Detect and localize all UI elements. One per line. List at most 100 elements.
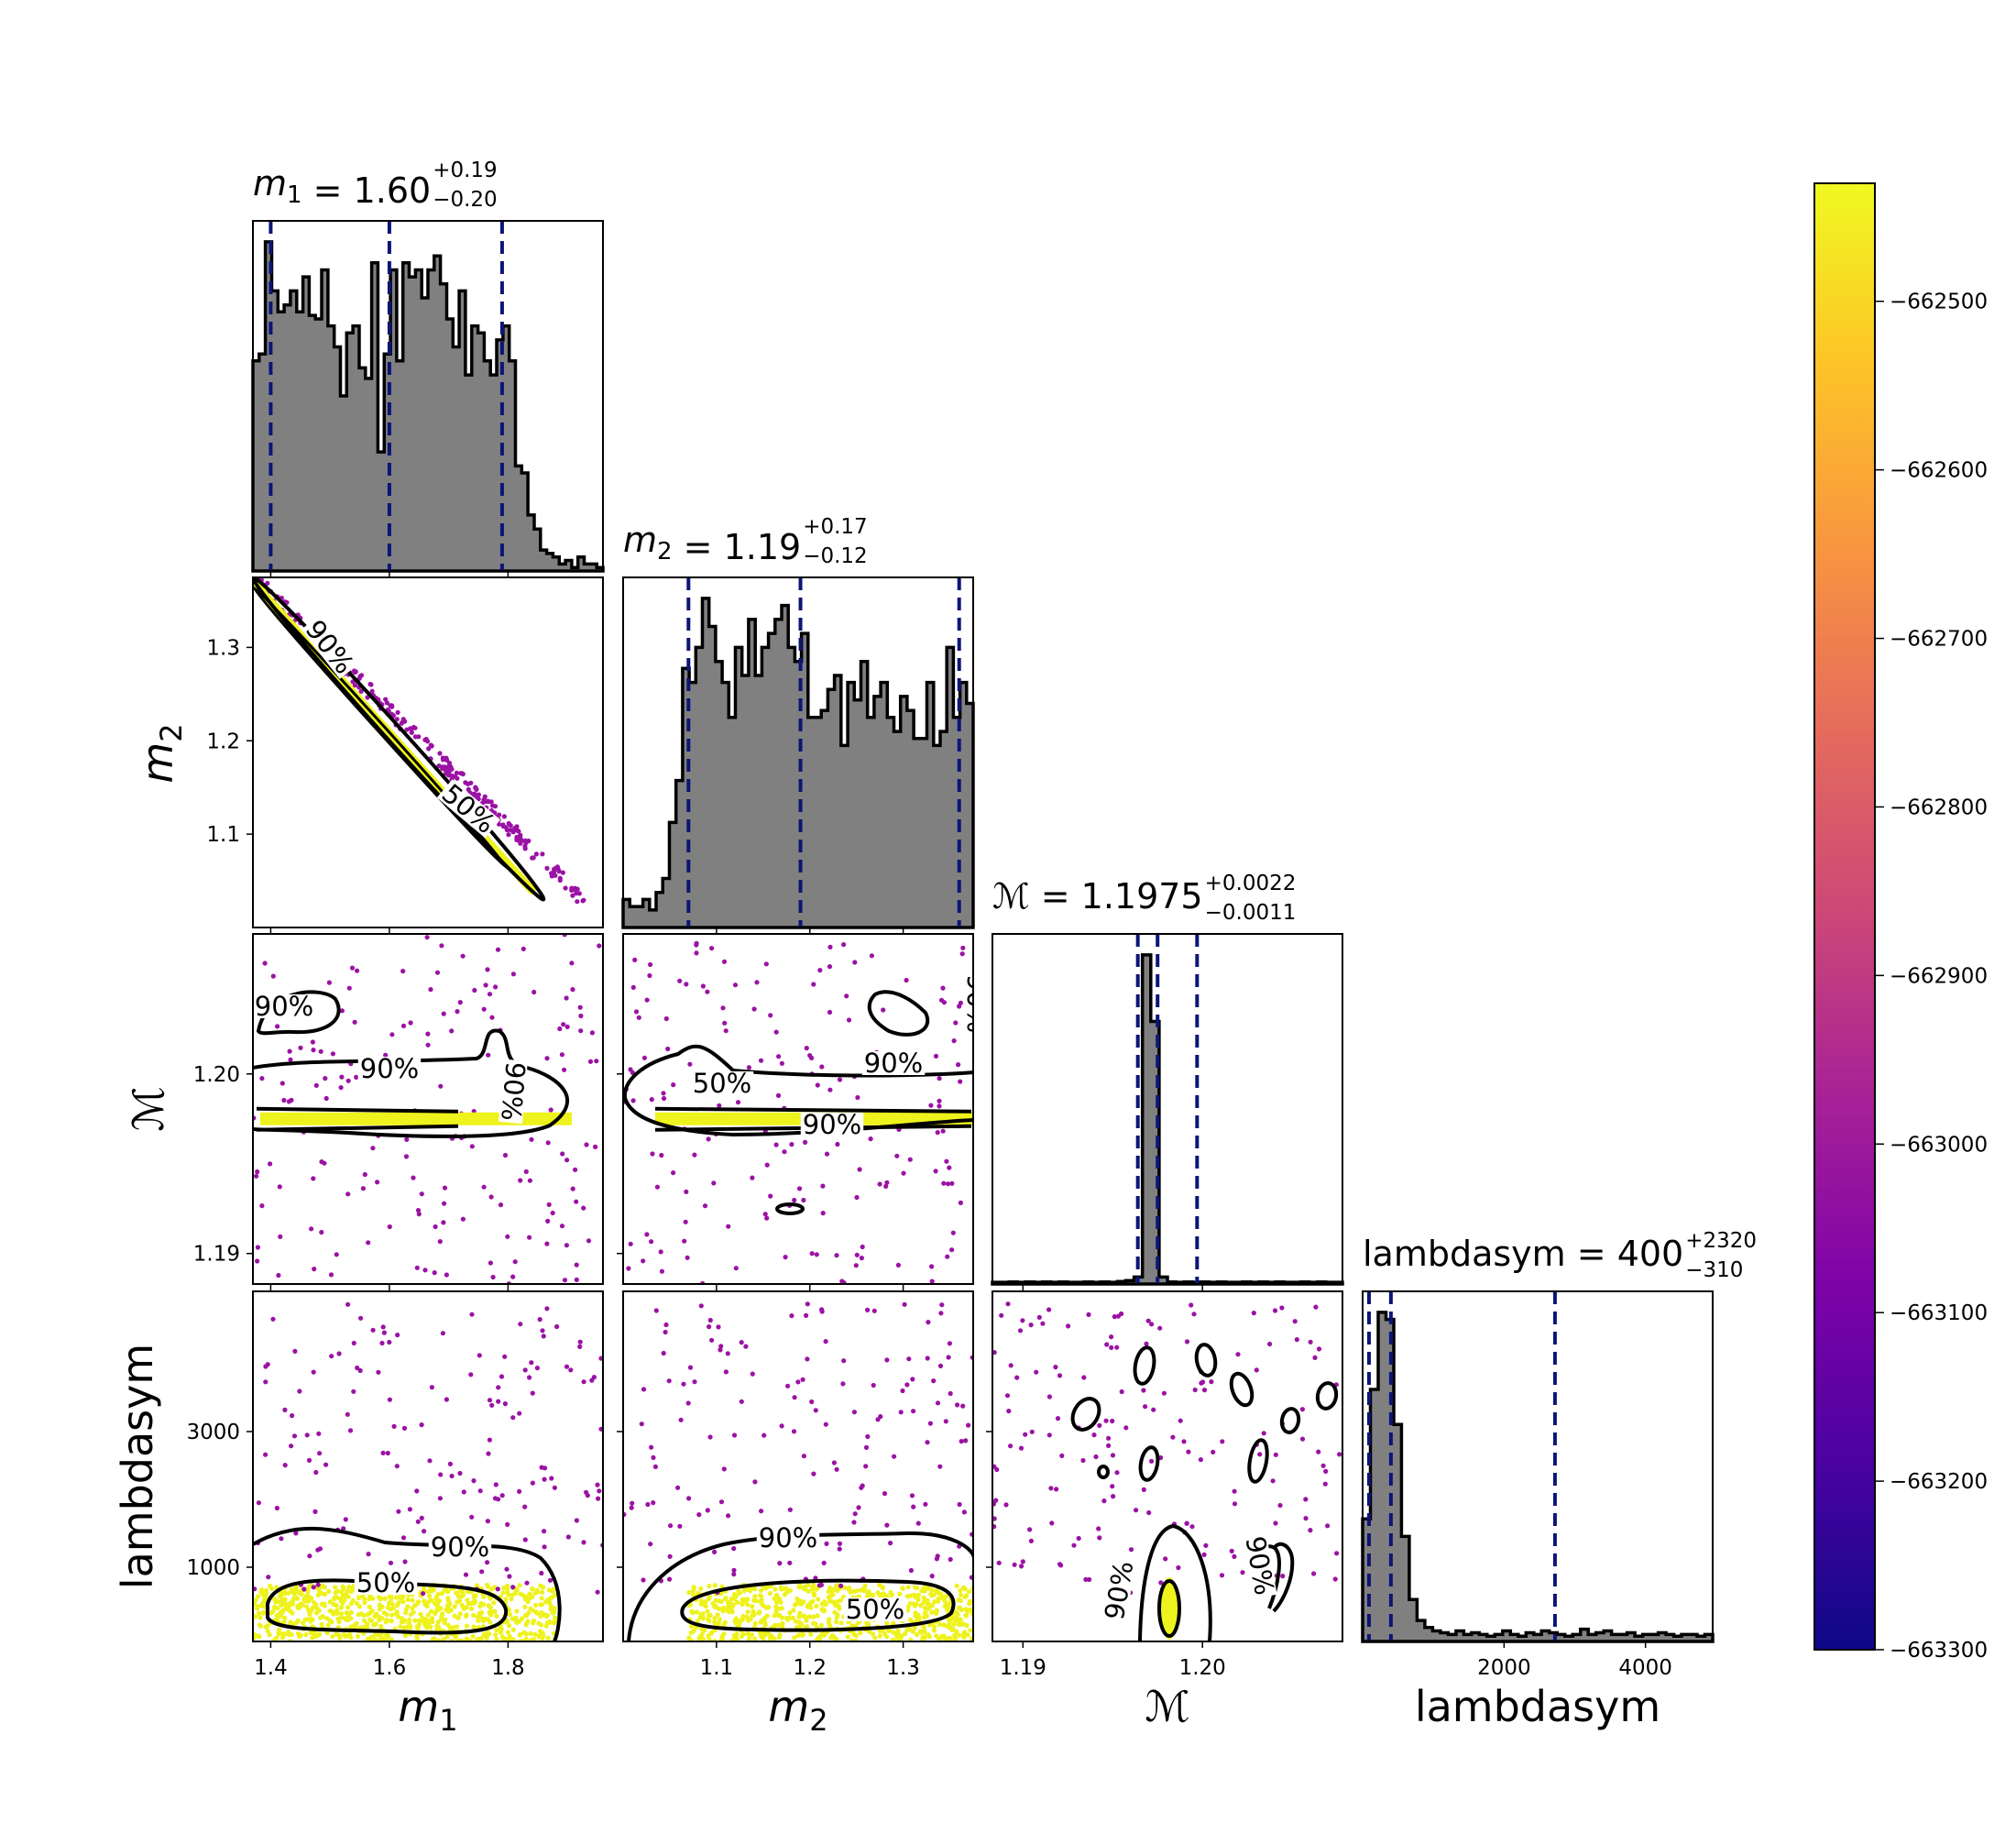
scatter-point — [581, 1540, 586, 1545]
scatter-point — [376, 1632, 381, 1638]
scatter-point — [648, 961, 653, 968]
scatter-point — [477, 1488, 483, 1494]
scatter-point — [370, 1327, 376, 1333]
scatter-point — [926, 1586, 932, 1591]
scatter-point — [935, 1130, 940, 1136]
scatter-point — [481, 1184, 487, 1190]
scatter-point — [257, 1615, 263, 1620]
scatter-point — [827, 944, 833, 949]
scatter-point — [429, 1608, 434, 1614]
scatter-point — [367, 1604, 372, 1609]
scatter-point — [1240, 1570, 1245, 1575]
scatter-point — [1012, 1562, 1017, 1567]
scatter-point — [343, 1517, 348, 1522]
scatter-point — [300, 1602, 305, 1608]
scatter-point — [568, 1367, 574, 1373]
scatter-point — [801, 1454, 807, 1459]
scatter-point — [306, 1597, 312, 1602]
scatter-point — [512, 1259, 518, 1265]
scatter-point — [1232, 1553, 1237, 1559]
scatter-point — [367, 1596, 372, 1601]
scatter-point — [422, 1622, 428, 1628]
scatter-point — [644, 1232, 650, 1237]
scatter-point — [394, 1464, 400, 1469]
scatter-point — [827, 1009, 833, 1015]
scatter-point — [805, 1583, 811, 1588]
scatter-point — [595, 1589, 600, 1595]
scatter-point — [412, 1618, 418, 1623]
scatter-point — [354, 1074, 359, 1080]
contour-line — [253, 1028, 570, 1138]
scatter-point — [779, 1423, 784, 1429]
scatter-point — [764, 1162, 770, 1168]
scatter-point — [312, 1630, 317, 1635]
scatter-point — [943, 1419, 948, 1424]
scatter-point — [542, 1544, 547, 1550]
scatter-point — [819, 1307, 825, 1312]
scatter-point — [279, 1536, 284, 1542]
scatter-point — [720, 1605, 727, 1611]
scatter-point — [421, 1586, 426, 1591]
contour-label: 90% — [803, 1109, 861, 1140]
scatter-point — [315, 1607, 321, 1612]
scatter-point — [750, 1604, 755, 1609]
title-plus-mc: +0.0022 — [1205, 872, 1297, 895]
scatter-point — [427, 1593, 433, 1598]
scatter-point — [804, 1618, 809, 1623]
scatter-point — [651, 1454, 656, 1460]
scatter-point — [524, 1612, 530, 1618]
colorbar-tick-label: −663200 — [1890, 1470, 1988, 1494]
scatter-point — [956, 1062, 961, 1068]
scatter-point — [779, 1060, 785, 1066]
scatter-point — [750, 1175, 755, 1180]
scatter-point — [598, 1356, 603, 1361]
hist-frame-m2 — [622, 576, 974, 928]
scatter-point — [419, 1515, 424, 1520]
scatter-point — [921, 1586, 926, 1591]
scatter-point — [345, 1585, 351, 1590]
scatter-point — [899, 1633, 904, 1639]
scatter-point — [933, 1169, 938, 1174]
scatter-point — [914, 1632, 920, 1638]
scatter-point — [1149, 1322, 1155, 1327]
scatter-point — [805, 1588, 812, 1594]
scatter-point — [881, 1007, 886, 1013]
scatter-point — [455, 775, 460, 781]
scatter-point — [880, 1585, 885, 1590]
scatter-point — [687, 1061, 693, 1067]
y-tick-label: 1.3 — [206, 636, 240, 660]
scatter-point — [1091, 1432, 1097, 1438]
scatter-point — [524, 1580, 530, 1586]
scatter-point — [957, 1501, 962, 1508]
x-axis-label-m2: m2 — [768, 1682, 827, 1738]
scatter-point — [774, 1612, 780, 1618]
scatter-point — [438, 1472, 444, 1477]
scatter-point — [503, 825, 509, 830]
scatter-point — [596, 1496, 601, 1501]
scatter-point — [505, 1589, 510, 1595]
scatter-point — [1014, 1375, 1020, 1380]
scatter-point — [1008, 1443, 1013, 1449]
scatter-point — [434, 970, 441, 975]
scatter-point — [545, 1140, 551, 1146]
scatter-point — [740, 1631, 746, 1637]
scatter-point — [1087, 1576, 1092, 1583]
y-axis-label-mc: ℳ — [124, 1086, 173, 1131]
scatter-point — [678, 1417, 684, 1422]
scatter-point — [276, 1631, 281, 1637]
scatter-point — [838, 1583, 844, 1588]
scatter-point — [593, 1144, 598, 1149]
scatter-point — [518, 1322, 523, 1327]
scatter-point — [628, 1241, 633, 1246]
scatter-point — [837, 1606, 842, 1611]
colorbar-tick-label: −663100 — [1890, 1301, 1988, 1325]
scatter-point — [424, 1604, 430, 1609]
scatter-point — [559, 1052, 565, 1058]
scatter-point — [752, 1620, 758, 1626]
scatter-point — [789, 1142, 794, 1147]
scatter-point — [473, 785, 478, 790]
scatter-point — [311, 1048, 316, 1053]
scatter-point — [319, 1621, 324, 1627]
contour-label-bg — [428, 1535, 492, 1559]
scatter-point — [969, 1636, 973, 1641]
